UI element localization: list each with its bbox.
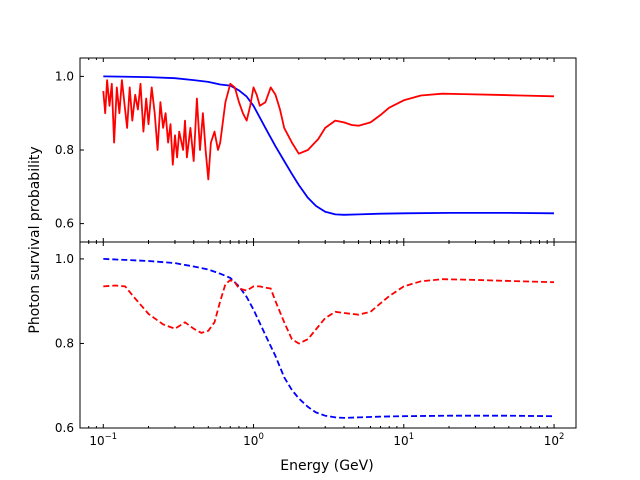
bottom-panel-frame	[79, 241, 577, 429]
bottom-y-tick-label: 0.6	[55, 421, 74, 435]
bottom-y-tick-label: 1.0	[55, 252, 74, 266]
x-tick-label: 101	[393, 432, 414, 448]
x-tick-label: 100	[243, 432, 264, 448]
top-y-tick-label: 0.8	[55, 143, 74, 157]
bottom-panel: 0.6 0.8 1.0	[55, 241, 577, 435]
top-y-tick-label: 0.6	[55, 217, 74, 231]
top-y-tick-label: 1.0	[55, 69, 74, 83]
bottom-y-tick-label: 0.8	[55, 336, 74, 350]
series-line-blue-solid	[103, 75, 555, 216]
x-axis: 10−1 100 101 102	[89, 432, 564, 448]
series-line-red-dashed	[103, 278, 555, 345]
x-tick-label: 102	[544, 432, 565, 448]
series-line-red-solid	[102, 79, 555, 181]
top-panel-frame	[79, 57, 577, 243]
series-line-blue-dashed	[103, 258, 555, 419]
y-axis-label: Photon survival probability	[27, 146, 43, 333]
x-axis-label: Energy (GeV)	[280, 458, 373, 474]
top-panel: 0.6 0.8 1.0	[55, 57, 577, 243]
x-tick-label: 10−1	[89, 432, 117, 448]
